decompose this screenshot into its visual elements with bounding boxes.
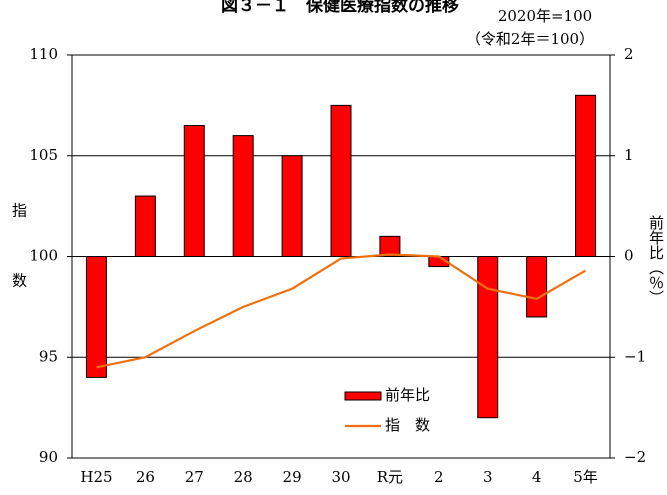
y2-tick-label: −1 bbox=[624, 347, 646, 365]
y2-tick-label: 0 bbox=[624, 247, 634, 265]
bar bbox=[134, 195, 156, 258]
bar bbox=[330, 104, 352, 257]
line bbox=[96, 253, 587, 369]
y-tick-label: 110 bbox=[29, 45, 58, 63]
x-tick-label: 4 bbox=[532, 468, 542, 486]
bar bbox=[183, 125, 205, 258]
y-tick-label: 90 bbox=[39, 448, 58, 466]
y2-axis-label: 前年比（％） bbox=[647, 215, 665, 305]
x-tick-label: 3 bbox=[483, 468, 493, 486]
bar bbox=[85, 256, 107, 378]
x-tick-label: 27 bbox=[185, 468, 204, 486]
y-tick-label: 95 bbox=[39, 347, 58, 365]
x-tick-label: 2 bbox=[434, 468, 444, 486]
x-tick-label: H25 bbox=[80, 468, 112, 486]
note: 2020年=100 bbox=[498, 7, 592, 25]
legend-label: 指 数 bbox=[385, 416, 430, 434]
legend-swatch bbox=[344, 391, 382, 401]
chart-title: 図３－１ 保健医療指数の推移 bbox=[221, 0, 459, 16]
note: （令和2年＝100） bbox=[466, 30, 594, 48]
x-tick-label: 30 bbox=[331, 468, 350, 486]
x-tick-label: 5年 bbox=[573, 468, 598, 486]
bar bbox=[232, 135, 254, 258]
y2-tick-label: 2 bbox=[624, 45, 634, 63]
y-axis-label: 指 数 bbox=[10, 203, 28, 308]
y2-tick-label: −2 bbox=[624, 448, 646, 466]
x-tick-label: 29 bbox=[283, 468, 302, 486]
x-tick-label: 26 bbox=[136, 468, 155, 486]
y-tick-label: 105 bbox=[29, 146, 58, 164]
y-tick-label: 100 bbox=[29, 247, 58, 265]
legend-label: 前年比 bbox=[385, 386, 430, 404]
bar bbox=[477, 256, 499, 419]
y2-tick-label: 1 bbox=[624, 146, 634, 164]
bar bbox=[379, 235, 401, 258]
bar bbox=[281, 155, 303, 257]
x-tick-label: 28 bbox=[234, 468, 253, 486]
bar bbox=[526, 256, 548, 318]
x-tick-label: R元 bbox=[377, 468, 403, 486]
bar bbox=[575, 94, 597, 257]
